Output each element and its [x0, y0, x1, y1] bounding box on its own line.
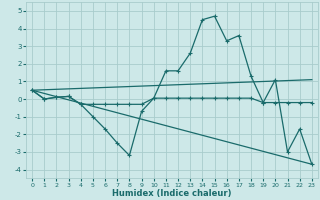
X-axis label: Humidex (Indice chaleur): Humidex (Indice chaleur)	[112, 189, 232, 198]
